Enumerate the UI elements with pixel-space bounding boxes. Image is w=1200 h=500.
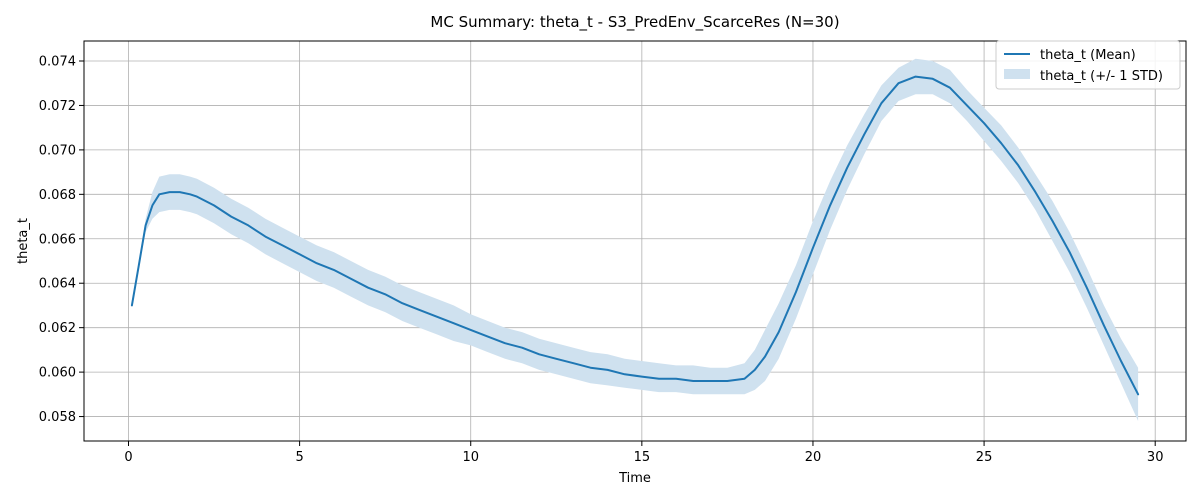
x-axis-label: Time — [618, 471, 651, 486]
x-axis-ticks: 0 5 10 15 20 25 30 — [124, 441, 1163, 465]
legend-frame — [995, 40, 1181, 90]
x-tick-label: 10 — [462, 450, 479, 465]
y-tick-label: 0.068 — [39, 188, 76, 203]
x-tick-label: 0 — [124, 450, 132, 465]
grid — [84, 41, 1186, 441]
x-tick-label: 25 — [976, 450, 993, 465]
x-tick-label: 15 — [634, 450, 651, 465]
y-tick-label: 0.066 — [39, 232, 76, 247]
y-tick-label: 0.062 — [39, 321, 76, 336]
legend-mean-label: theta_t (Mean) — [1040, 48, 1136, 63]
y-tick-label: 0.058 — [39, 410, 76, 425]
y-tick-label: 0.064 — [39, 277, 76, 292]
y-axis-label: theta_t — [16, 218, 31, 264]
mean-line — [130, 75, 1140, 396]
y-axis-ticks: 0.058 0.060 0.062 0.064 0.066 0.068 0.070 0.072… — [39, 55, 84, 425]
legend-band-swatch — [1004, 69, 1030, 79]
y-tick-label: 0.074 — [39, 55, 76, 70]
x-tick-label: 5 — [295, 450, 303, 465]
x-tick-label: 20 — [805, 450, 822, 465]
x-tick-label: 30 — [1147, 450, 1164, 465]
mean-line-layer — [130, 75, 1140, 396]
y-tick-label: 0.070 — [39, 143, 76, 158]
legend: theta_t (Mean) theta_t (+/- 1 STD) — [995, 40, 1181, 90]
plot-frame — [83, 40, 1187, 442]
legend-band-label: theta_t (+/- 1 STD) — [1040, 69, 1163, 84]
y-tick-label: 0.072 — [39, 99, 76, 114]
chart-title: MC Summary: theta_t - S3_PredEnv_ScarceR… — [430, 13, 839, 32]
y-tick-label: 0.060 — [39, 366, 76, 381]
